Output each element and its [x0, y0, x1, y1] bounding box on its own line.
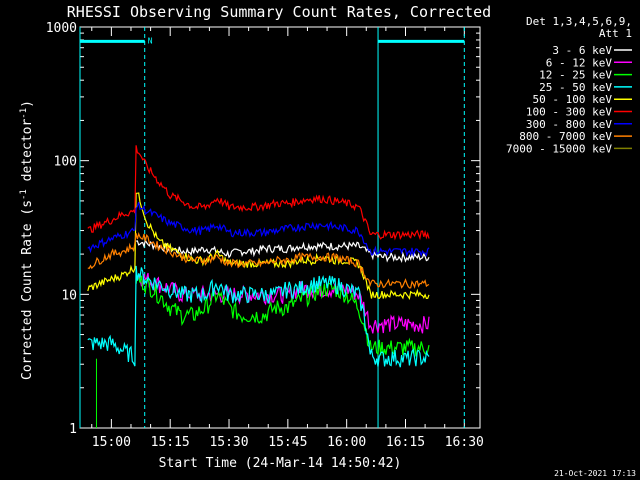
x-tick-label: 16:30 — [445, 435, 484, 450]
legend-label: 100 - 300 keV — [526, 106, 612, 119]
legend-label: 50 - 100 keV — [533, 93, 613, 106]
y-axis-label-part2: detector — [20, 119, 35, 190]
series-1 — [135, 238, 430, 263]
x-axis-label: Start Time (24-Mar-14 14:50:42) — [159, 456, 402, 471]
x-tick-label: 15:15 — [151, 435, 190, 450]
legend-label: 25 - 50 keV — [539, 81, 612, 94]
x-tick-label: 15:00 — [92, 435, 131, 450]
plot-area: 1 10 100 1000 15:00 15:15 15:30 15:45 16:00 16:15… — [46, 21, 484, 450]
legend-label: 800 - 7000 keV — [519, 130, 612, 143]
legend-label: 7000 - 15000 keV — [506, 142, 612, 155]
y-tick-label: 100 — [54, 155, 77, 170]
x-tick-label: 15:30 — [209, 435, 248, 450]
y-axis-label-sup2: -1 — [19, 108, 29, 119]
y-axis-label-part3: ) — [20, 100, 35, 108]
flag-bar-label: N — [148, 36, 153, 45]
y-axis-label-part1: Corrected Count Rate (s — [20, 200, 35, 380]
plot-timestamp: 21-Oct-2021 17:13 — [554, 469, 636, 478]
y-axis-label: Corrected Count Rate (s-1 detector-1) — [19, 100, 35, 380]
y-tick-label: 10 — [61, 288, 77, 303]
legend-header-2: Att 1 — [599, 27, 632, 40]
y-tick-label: 1000 — [46, 21, 77, 36]
series-2 — [135, 272, 430, 334]
legend-header-1: Det 1,3,4,5,6,9, — [526, 15, 632, 28]
legend-label: 6 - 12 keV — [546, 56, 613, 69]
legend-label: 12 - 25 keV — [539, 69, 612, 82]
x-tick-label: 16:15 — [386, 435, 425, 450]
series-4 — [87, 265, 430, 368]
series-6 — [87, 145, 430, 241]
series-line — [135, 272, 430, 334]
series-line — [87, 232, 430, 289]
legend-label: 300 - 800 keV — [526, 118, 612, 131]
series-8 — [87, 232, 430, 289]
series-line — [135, 238, 430, 263]
series-line — [135, 274, 430, 357]
chart-title: RHESSI Observing Summary Count Rates, Co… — [67, 3, 491, 21]
legend-label: 3 - 6 keV — [552, 44, 612, 57]
series-line — [87, 201, 430, 258]
plot-frame — [79, 26, 481, 429]
series-line — [87, 265, 430, 368]
x-tick-label: 15:45 — [268, 435, 307, 450]
y-tick-label: 1 — [69, 422, 77, 437]
series-line — [87, 145, 430, 241]
y-axis-label-sup1: -1 — [19, 189, 29, 200]
series-7 — [87, 201, 430, 258]
series-3 — [135, 274, 430, 357]
x-tick-label: 16:00 — [327, 435, 366, 450]
